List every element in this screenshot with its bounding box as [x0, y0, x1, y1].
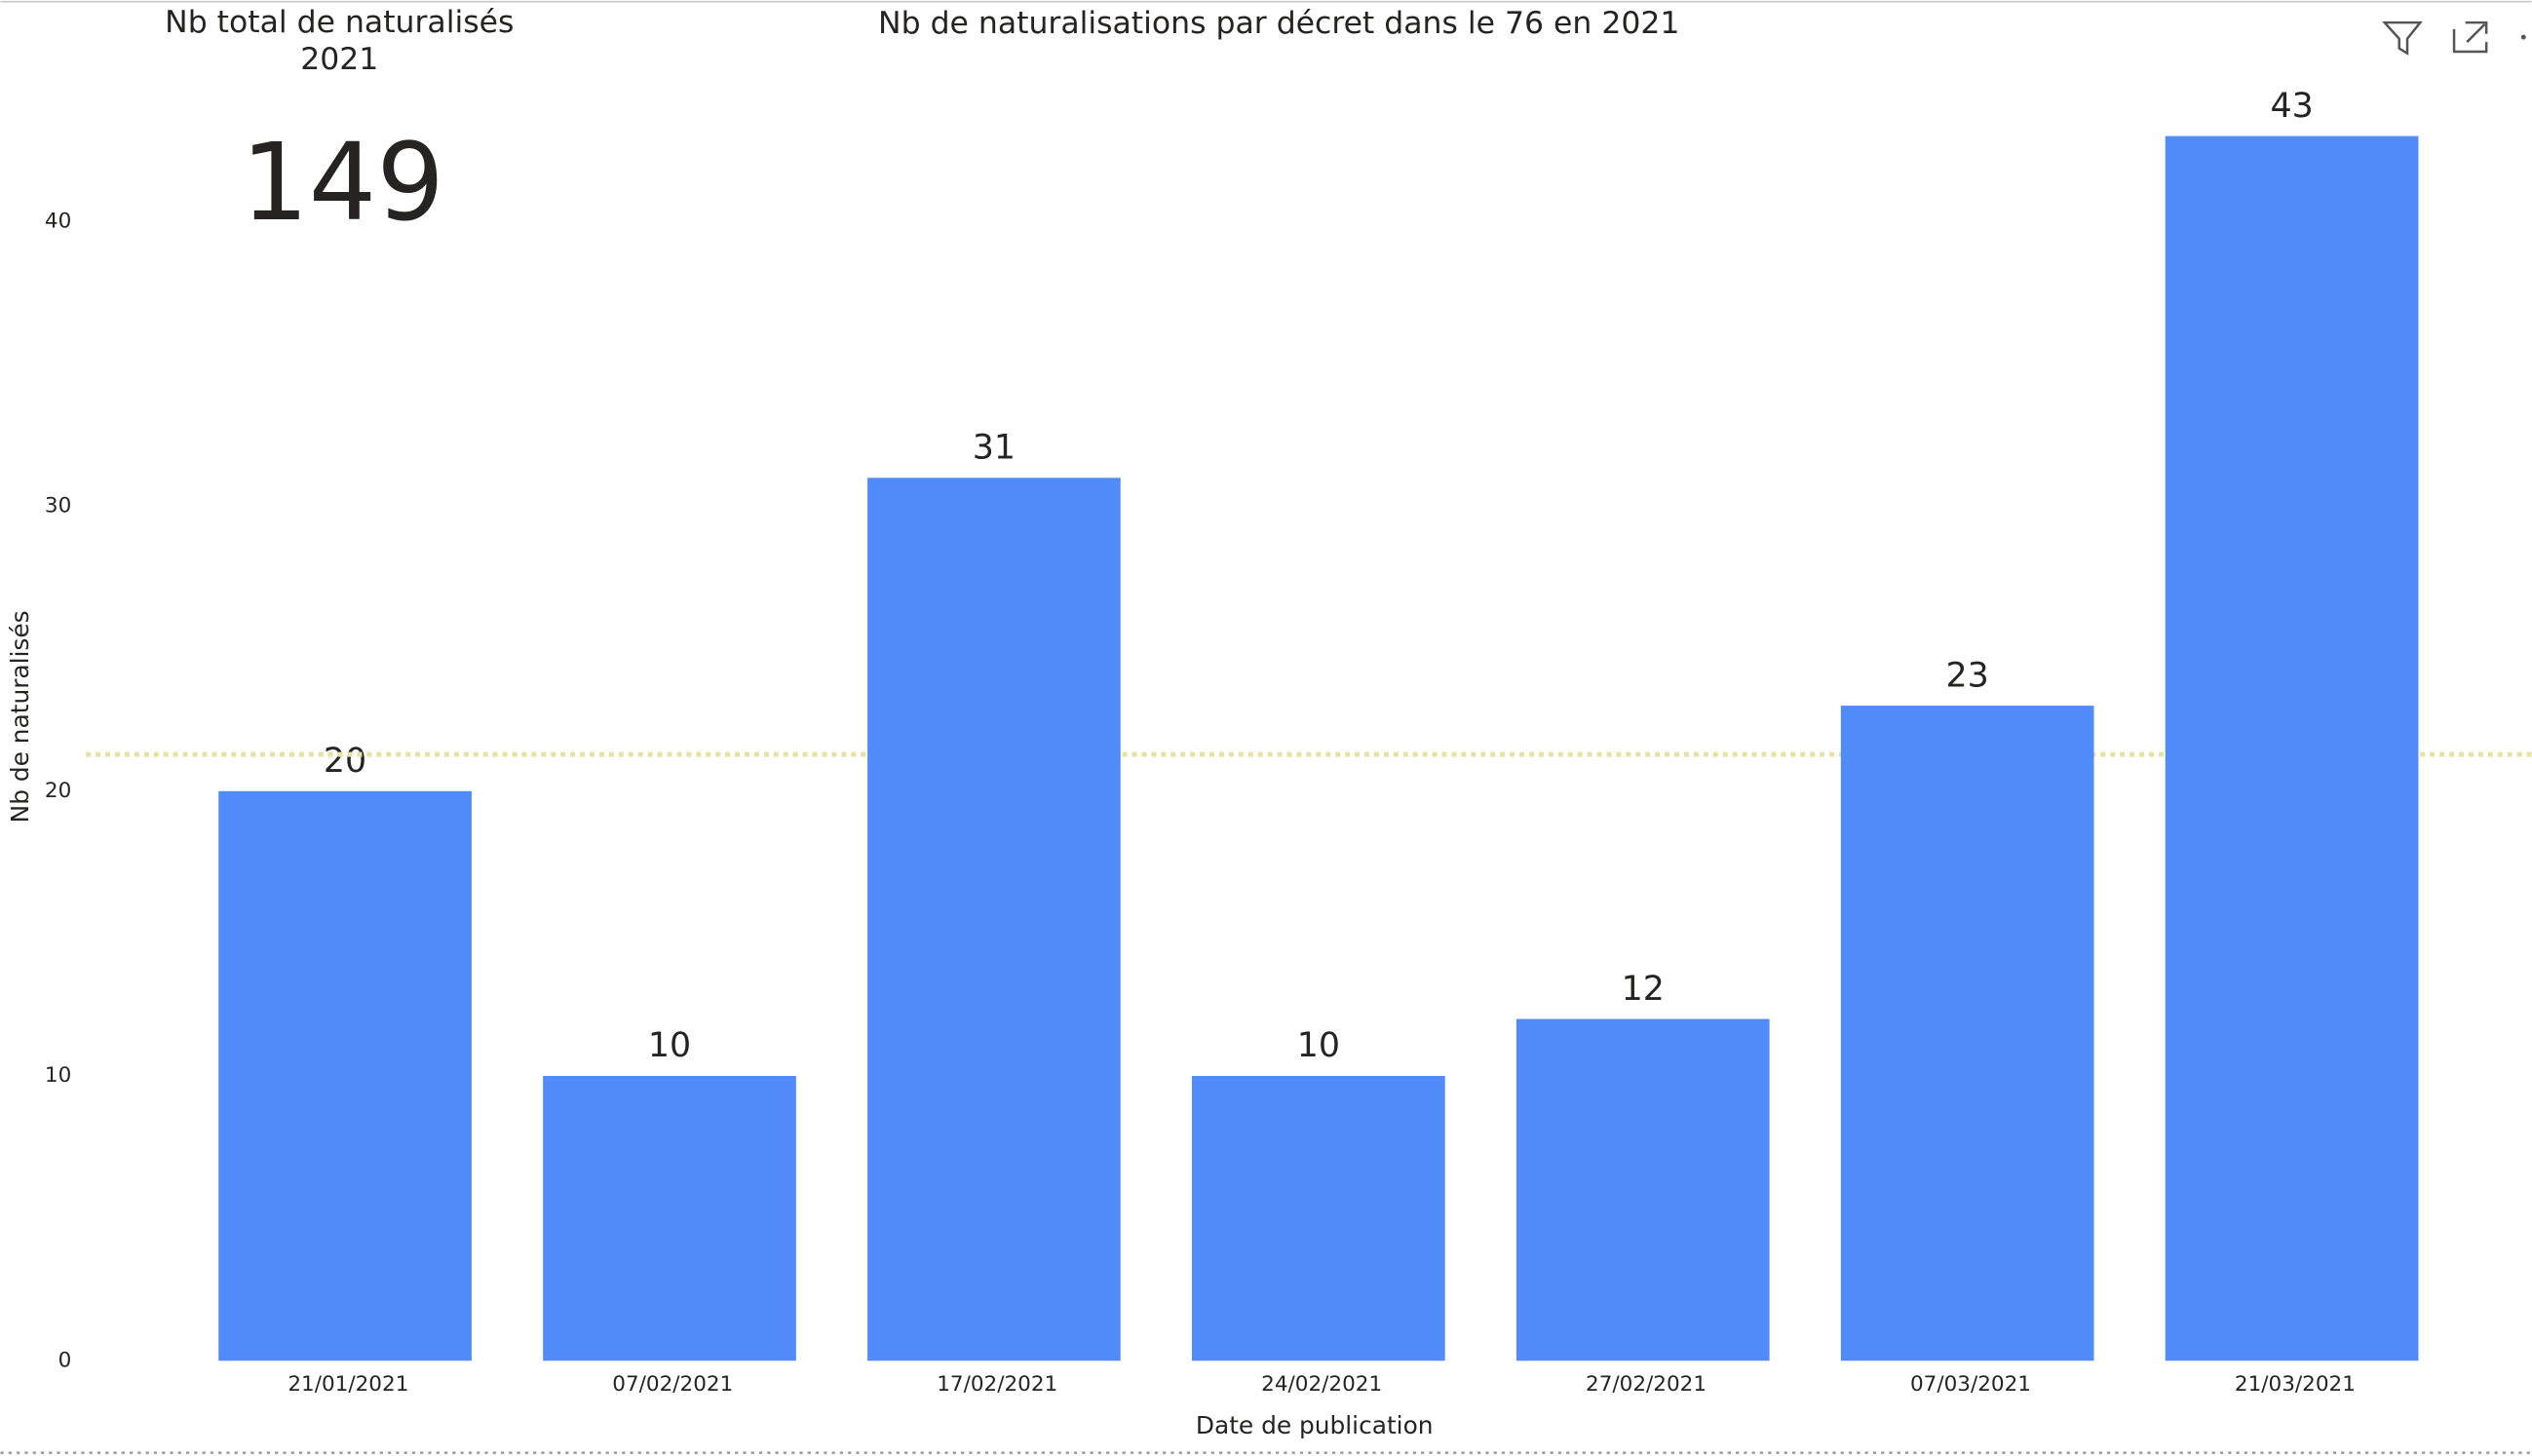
y-tick-label: 20: [45, 779, 71, 803]
x-tick-label: 17/02/2021: [937, 1372, 1057, 1397]
bar: [543, 1076, 796, 1361]
y-tick-label: 10: [45, 1063, 71, 1088]
bar: [1515, 1018, 1770, 1361]
x-tick-label: 24/02/2021: [1261, 1372, 1382, 1397]
bar: [2165, 135, 2419, 1361]
bar: [1840, 706, 2094, 1361]
x-tick-label: 07/02/2021: [612, 1372, 733, 1397]
y-tick-label: 40: [45, 209, 71, 233]
x-tick-label: 27/02/2021: [1586, 1372, 1707, 1397]
kpi-title: Nb total de naturalisés 2021: [165, 4, 515, 78]
chart-title: Nb de naturalisations par décret dans le…: [878, 6, 1679, 41]
x-axis-title: Date de publication: [1196, 1411, 1434, 1439]
more-options-icon[interactable]: [2520, 34, 2526, 40]
data-label: 43: [2270, 87, 2313, 126]
data-label: 10: [648, 1026, 691, 1065]
y-axis-title: Nb de naturalisés: [6, 610, 34, 823]
bar: [867, 478, 1121, 1361]
data-label: 31: [973, 428, 1016, 467]
data-label: 12: [1622, 970, 1665, 1009]
data-label: 23: [1946, 656, 1989, 695]
kpi-title-box: Nb total de naturalisés 2021: [165, 4, 515, 78]
kpi-value: 149: [241, 121, 444, 245]
y-tick-label: 30: [45, 494, 71, 518]
data-label: 10: [1297, 1026, 1340, 1065]
x-tick-label: 21/03/2021: [2235, 1372, 2356, 1397]
y-tick-label: 0: [58, 1348, 72, 1372]
bar: [1191, 1076, 1445, 1361]
data-label: 20: [324, 742, 366, 781]
x-tick-label: 07/03/2021: [1910, 1372, 2031, 1397]
filter-icon[interactable]: [2382, 20, 2423, 56]
focus-mode-icon[interactable]: [2452, 20, 2488, 54]
bar: [218, 790, 472, 1361]
x-tick-label: 21/01/2021: [288, 1372, 408, 1397]
